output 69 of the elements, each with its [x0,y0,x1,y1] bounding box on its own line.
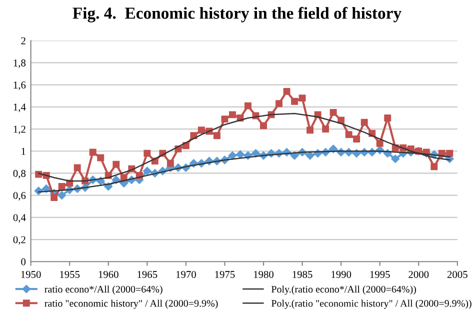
point [74,164,81,172]
legend-label: Poly.(ratio econo*/All (2000=64%)) [271,286,416,295]
point [283,88,290,95]
point [244,102,252,110]
point [166,160,174,167]
y-tick-label: 2 [21,37,26,44]
point [236,150,244,159]
point [352,149,361,158]
point [260,122,267,130]
legend-label: ratio econo*/All (2000=64%) [44,286,162,295]
point [430,163,438,170]
y-tick-label: 1,8 [14,59,26,68]
point [391,154,400,163]
x-tick-label: 1955 [60,270,80,278]
point [252,149,260,158]
point [112,160,120,168]
y-tick-label: 1,4 [14,104,26,112]
point [58,191,66,200]
point [144,150,151,157]
x-tick-label: 1950 [21,270,41,278]
chart-title: Fig. 4. Economic history in the field of history [72,6,402,22]
y-tick-label: 0,4 [13,214,26,223]
point [112,176,120,184]
x-tick-label: 1970 [176,270,196,278]
point [228,151,237,160]
x-tick-label: 1975 [215,270,235,278]
y-tick-label: 1,6 [14,82,26,90]
point [446,150,454,157]
x-tick-label: 2005 [447,270,468,278]
y-tick-label: 0,6 [13,192,26,201]
x-tick-label: 1995 [370,270,390,278]
point [360,118,368,126]
point [298,94,306,102]
point [276,100,282,108]
x-tick-label: 2000 [408,270,429,278]
point [89,148,96,156]
legend-label: ratio "economic history" / All (2000=9.9%) [44,300,218,309]
point [353,135,360,142]
point [384,114,392,122]
y-tick-label: 0,8 [13,170,26,178]
point [190,132,198,140]
x-tick-label: 1980 [254,270,274,278]
x-tick-label: 1990 [332,270,352,278]
point [198,126,205,134]
x-tick-label: 1965 [138,270,158,278]
point [221,116,228,123]
point [330,108,337,116]
point [97,154,104,162]
point [291,98,298,105]
point [120,174,128,182]
point [50,194,58,202]
point [213,132,220,140]
point [376,140,384,147]
y-tick-label: 1,2 [14,126,26,134]
x-tick-label: 1985 [292,270,312,278]
point [229,111,236,118]
y-tick-label: 0 [21,258,26,266]
y-tick-label: 1 [22,148,26,155]
x-tick-label: 1960 [98,270,118,278]
point [345,131,352,138]
point [143,166,152,176]
point [42,184,50,193]
point [306,151,314,160]
point [306,126,314,134]
legend-label: Poly.(ratio "economic history" / All (2000=9.9%)) [271,300,472,309]
point [58,183,66,190]
point [338,116,345,124]
point [322,126,330,132]
y-tick-label: 0,2 [13,236,26,245]
